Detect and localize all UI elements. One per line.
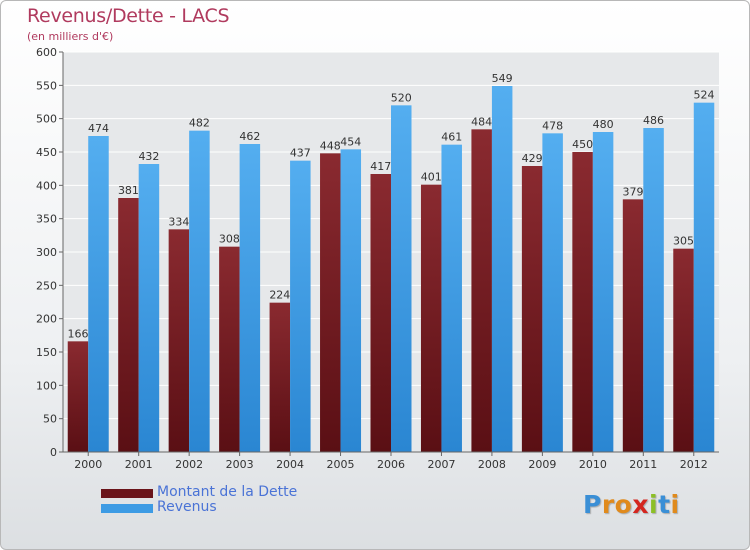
logo-letter: x xyxy=(632,490,649,519)
x-tick-label: 2005 xyxy=(327,458,355,471)
bar-revenus-2001 xyxy=(138,164,160,452)
y-tick-label: 200 xyxy=(36,313,57,326)
data-label-revenus-2012: 524 xyxy=(694,89,715,102)
data-label-dette-2004: 224 xyxy=(269,289,290,302)
chart-title: Revenus/Dette - LACS xyxy=(27,5,230,27)
legend-swatch-revenus xyxy=(101,504,153,513)
bar-dette-2008 xyxy=(471,129,492,453)
bar-revenus-2005 xyxy=(340,149,362,453)
data-label-revenus-2009: 478 xyxy=(542,119,563,132)
data-label-revenus-2004: 437 xyxy=(290,147,311,160)
data-label-revenus-2005: 454 xyxy=(340,135,361,148)
data-label-revenus-2002: 482 xyxy=(189,117,210,130)
bar-dette-2000 xyxy=(67,341,89,452)
bar-revenus-2006 xyxy=(391,105,412,452)
x-tick-label: 2001 xyxy=(125,458,153,471)
bar-dette-2007 xyxy=(420,184,442,452)
bar-dette-2011 xyxy=(622,199,644,452)
data-label-dette-2011: 379 xyxy=(623,185,644,198)
data-label-dette-2002: 334 xyxy=(168,215,189,228)
data-label-dette-2005: 448 xyxy=(320,139,341,152)
x-tick-label: 2003 xyxy=(226,458,254,471)
y-tick-label: 0 xyxy=(50,446,57,459)
y-tick-label: 150 xyxy=(36,346,57,359)
data-label-dette-2010: 450 xyxy=(572,138,593,151)
logo-letter: i xyxy=(670,490,680,519)
x-tick-label: 2009 xyxy=(528,458,556,471)
bar-dette-2009 xyxy=(521,166,543,452)
x-tick-label: 2002 xyxy=(175,458,203,471)
legend-label-dette: Montant de la Dette xyxy=(157,484,298,500)
data-label-revenus-2003: 462 xyxy=(239,130,260,143)
y-tick-label: 300 xyxy=(36,246,57,259)
proxiti-logo: Proxiti xyxy=(583,490,680,519)
bar-revenus-2012 xyxy=(693,102,715,453)
x-tick-label: 2000 xyxy=(74,458,102,471)
data-label-revenus-2007: 461 xyxy=(441,131,462,144)
y-tick-label: 50 xyxy=(43,413,57,426)
logo-letter: t xyxy=(658,490,671,519)
bar-dette-2002 xyxy=(168,229,190,452)
x-tick-label: 2007 xyxy=(427,458,455,471)
y-tick-label: 550 xyxy=(36,79,57,92)
bar-dette-2010 xyxy=(572,152,593,452)
y-tick-label: 600 xyxy=(36,46,57,59)
bar-revenus-2003 xyxy=(239,144,261,452)
data-label-revenus-2008: 549 xyxy=(492,72,513,85)
bar-revenus-2010 xyxy=(592,132,614,452)
data-label-dette-2012: 305 xyxy=(673,235,694,248)
legend-label-revenus: Revenus xyxy=(157,499,217,515)
logo-letter: i xyxy=(649,490,659,519)
data-label-revenus-2011: 486 xyxy=(643,114,664,127)
x-tick-label: 2006 xyxy=(377,458,405,471)
y-tick-label: 350 xyxy=(36,213,57,226)
logo-letter: r xyxy=(601,490,615,519)
x-tick-label: 2004 xyxy=(276,458,304,471)
data-label-revenus-2010: 480 xyxy=(593,118,614,131)
y-tick-label: 400 xyxy=(36,179,57,192)
data-label-dette-2006: 417 xyxy=(370,160,391,173)
bar-dette-2004 xyxy=(269,302,291,452)
bar-dette-2003 xyxy=(219,246,240,452)
y-tick-label: 250 xyxy=(36,279,57,292)
data-label-dette-2003: 308 xyxy=(219,233,240,246)
logo-letter: o xyxy=(614,490,633,519)
legend-swatch-dette xyxy=(101,489,153,498)
data-label-dette-2008: 484 xyxy=(471,115,492,128)
chart-subtitle: (en milliers d'€) xyxy=(27,30,114,43)
bar-revenus-2000 xyxy=(88,136,109,452)
y-tick-label: 450 xyxy=(36,146,57,159)
x-tick-label: 2012 xyxy=(680,458,708,471)
bar-dette-2001 xyxy=(118,198,139,452)
logo-letter: P xyxy=(583,490,602,519)
bar-dette-2005 xyxy=(320,153,341,453)
data-label-revenus-2001: 432 xyxy=(138,150,159,163)
bar-revenus-2002 xyxy=(189,130,210,452)
x-tick-label: 2011 xyxy=(629,458,657,471)
bar-dette-2012 xyxy=(673,248,694,452)
y-tick-label: 500 xyxy=(36,113,57,126)
data-label-dette-2007: 401 xyxy=(421,171,442,184)
bar-revenus-2008 xyxy=(491,86,513,452)
bar-revenus-2004 xyxy=(290,160,311,452)
bar-revenus-2007 xyxy=(441,144,462,452)
data-label-dette-2009: 429 xyxy=(522,152,543,165)
data-label-dette-2001: 381 xyxy=(118,184,139,197)
x-tick-label: 2010 xyxy=(579,458,607,471)
bar-revenus-2011 xyxy=(643,128,664,452)
data-label-dette-2000: 166 xyxy=(67,327,88,340)
data-label-revenus-2000: 474 xyxy=(88,122,109,135)
data-label-revenus-2006: 520 xyxy=(391,91,412,104)
bar-revenus-2009 xyxy=(542,133,563,453)
x-tick-label: 2008 xyxy=(478,458,506,471)
bar-dette-2006 xyxy=(370,174,391,452)
y-tick-label: 100 xyxy=(36,379,57,392)
